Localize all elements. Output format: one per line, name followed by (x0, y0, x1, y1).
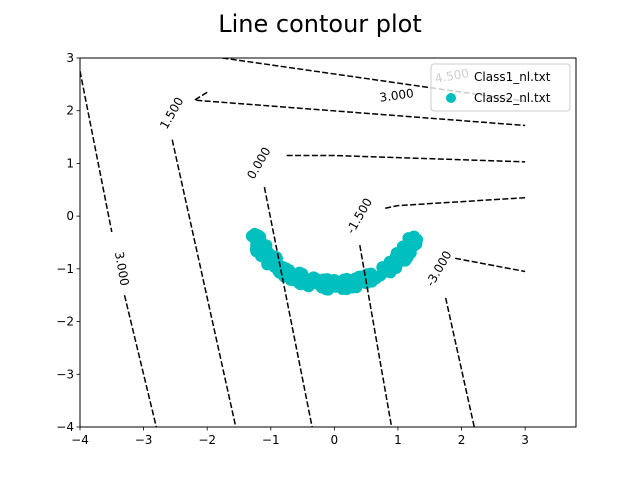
x-tick-label: 0 (331, 433, 339, 447)
scatter-point (411, 233, 424, 246)
chart-title: Line contour plot (218, 10, 422, 38)
contour-line (171, 139, 237, 427)
contour-label: 1.500 (157, 95, 186, 132)
x-tick-label: −1 (262, 433, 280, 447)
y-tick-label: 1 (66, 156, 74, 170)
x-tick-label: 1 (394, 433, 402, 447)
contour-line (455, 257, 526, 273)
scatter-point (257, 245, 270, 258)
contour-label: -1.500 (344, 196, 375, 237)
x-tick-label: −4 (71, 433, 89, 447)
contour-line (385, 196, 526, 209)
plot-frame (79, 57, 577, 428)
contour-label: -3.000 (423, 248, 454, 289)
x-tick-label: 3 (521, 433, 529, 447)
scatter-point (336, 283, 349, 296)
axis-ticks: −4 −3 −2 −1 0 1 2 3 −4 −3 −2 −1 0 1 2 3 (56, 51, 529, 447)
x-tick-label: −3 (135, 433, 153, 447)
y-tick-label: 0 (66, 209, 74, 223)
legend-label: Class1_nl.txt (474, 70, 551, 84)
scatter-point (312, 274, 325, 287)
contour-label: 3.000 (112, 251, 132, 287)
contour-label: 0.000 (244, 145, 273, 182)
legend-label: Class2_nl.txt (474, 91, 551, 105)
scatter-point (354, 274, 367, 287)
legend-marker (446, 93, 456, 103)
scatter-point (268, 260, 281, 273)
contour-line (263, 187, 313, 427)
scatter-point (288, 273, 301, 286)
contour-line (444, 297, 475, 427)
y-tick-label: −1 (56, 262, 74, 276)
contour-line (359, 245, 393, 427)
contour-line (286, 154, 526, 163)
scatter-point (402, 244, 415, 257)
legend-box (430, 63, 571, 112)
contour-line (123, 295, 158, 427)
y-tick-label: 3 (66, 51, 74, 65)
contour-label: 3.000 (379, 86, 415, 105)
contour-line (80, 71, 113, 233)
scatter-point (387, 261, 400, 274)
y-tick-label: −2 (56, 315, 74, 329)
contour-line (192, 91, 526, 127)
scatter-point (298, 276, 311, 289)
scatter-layer (245, 227, 424, 296)
x-tick-label: −2 (198, 433, 216, 447)
y-tick-label: −4 (56, 420, 74, 434)
legend: Class1_nl.txt Class2_nl.txt (430, 63, 571, 112)
contour-layer (80, 58, 526, 427)
scatter-point (369, 272, 382, 285)
x-tick-label: 2 (458, 433, 466, 447)
y-tick-label: 2 (66, 104, 74, 118)
scatter-point (320, 282, 333, 295)
y-tick-label: −3 (56, 367, 74, 381)
